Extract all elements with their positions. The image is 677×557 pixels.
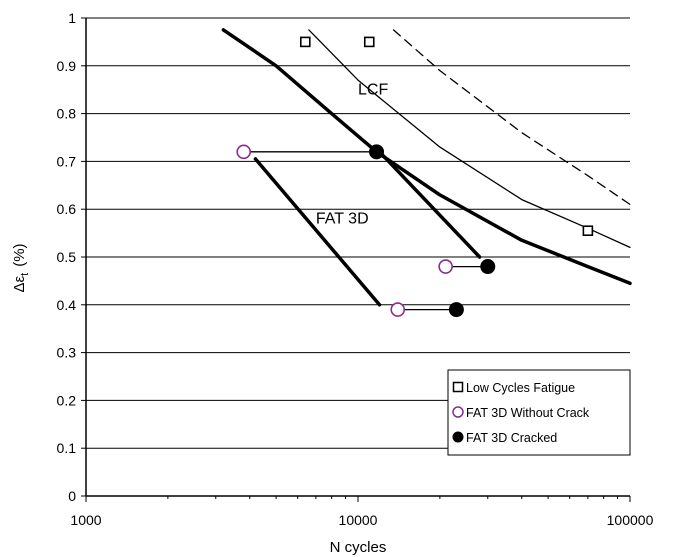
y-tick-label-9: 0.9 [57, 58, 77, 74]
y-tick-label-10: 1 [68, 10, 76, 26]
legend-marker-fat3d-without-crack [452, 406, 464, 418]
annotation-fat3d: FAT 3D [316, 211, 369, 228]
y-tick-label-8: 0.8 [57, 106, 77, 122]
x-tick-label-1: 10000 [339, 512, 378, 528]
legend-label-fat3d-without-crack: FAT 3D Without Crack [466, 406, 590, 420]
legend-marker-low-cycles-fatigue [452, 381, 464, 393]
curve-thick-4 [377, 150, 482, 259]
y-tick-label-3: 0.3 [57, 345, 77, 361]
annotation-lcf: LCF [358, 81, 388, 98]
y-axis-title: Δεt (%) [11, 243, 31, 292]
point-open-square-2 [582, 225, 594, 237]
y-axis-title-symbol: Δε [11, 276, 28, 293]
x-axis-title: N cycles [330, 539, 387, 556]
point-filled-circle-1 [480, 259, 496, 275]
data-points [236, 36, 594, 318]
curve-thick-0 [221, 28, 632, 286]
y-tick-label-7: 0.7 [57, 153, 77, 169]
y-axis-title-subscript: t [19, 273, 31, 276]
curve-thin-1 [308, 29, 631, 249]
y-axis-title-unit: (%) [11, 243, 28, 266]
x-tick-label-0: 1000 [70, 512, 101, 528]
y-tick-label-5: 0.5 [57, 249, 77, 265]
legend: Low Cycles Fatigue FAT 3D Without Crack … [447, 369, 631, 456]
legend-box [447, 369, 631, 456]
y-tick-label-1: 0.1 [57, 440, 77, 456]
axes [81, 17, 631, 502]
tick-labels: 0 0.1 0.2 0.3 0.4 0.5 0.6 0.7 0.8 0.9 1 1000 10000 10… [57, 10, 654, 528]
x-tick-label-2: 100000 [607, 512, 654, 528]
legend-marker-fat3d-cracked [452, 431, 464, 443]
y-tick-label-0: 0 [68, 488, 76, 504]
curve-dashed-2 [392, 29, 631, 206]
point-filled-circle-2 [448, 302, 464, 318]
gridlines [86, 17, 630, 449]
y-tick-label-4: 0.4 [57, 297, 77, 313]
svg-text:Δεt(%): Δεt (%) [11, 243, 31, 292]
y-tick-label-2: 0.2 [57, 392, 77, 408]
point-filled-circle-0 [369, 144, 385, 160]
legend-label-fat3d-cracked: FAT 3D Cracked [466, 431, 557, 445]
legend-label-low-cycles-fatigue: Low Cycles Fatigue [466, 381, 575, 395]
curve-thick-3 [253, 157, 382, 307]
y-tick-label-6: 0.6 [57, 201, 77, 217]
curves [221, 28, 632, 311]
point-open-square-0 [299, 36, 311, 48]
point-open-square-1 [363, 36, 375, 48]
point-open-circle-1 [438, 259, 453, 274]
point-open-circle-2 [390, 302, 406, 317]
point-open-circle-0 [236, 144, 252, 160]
